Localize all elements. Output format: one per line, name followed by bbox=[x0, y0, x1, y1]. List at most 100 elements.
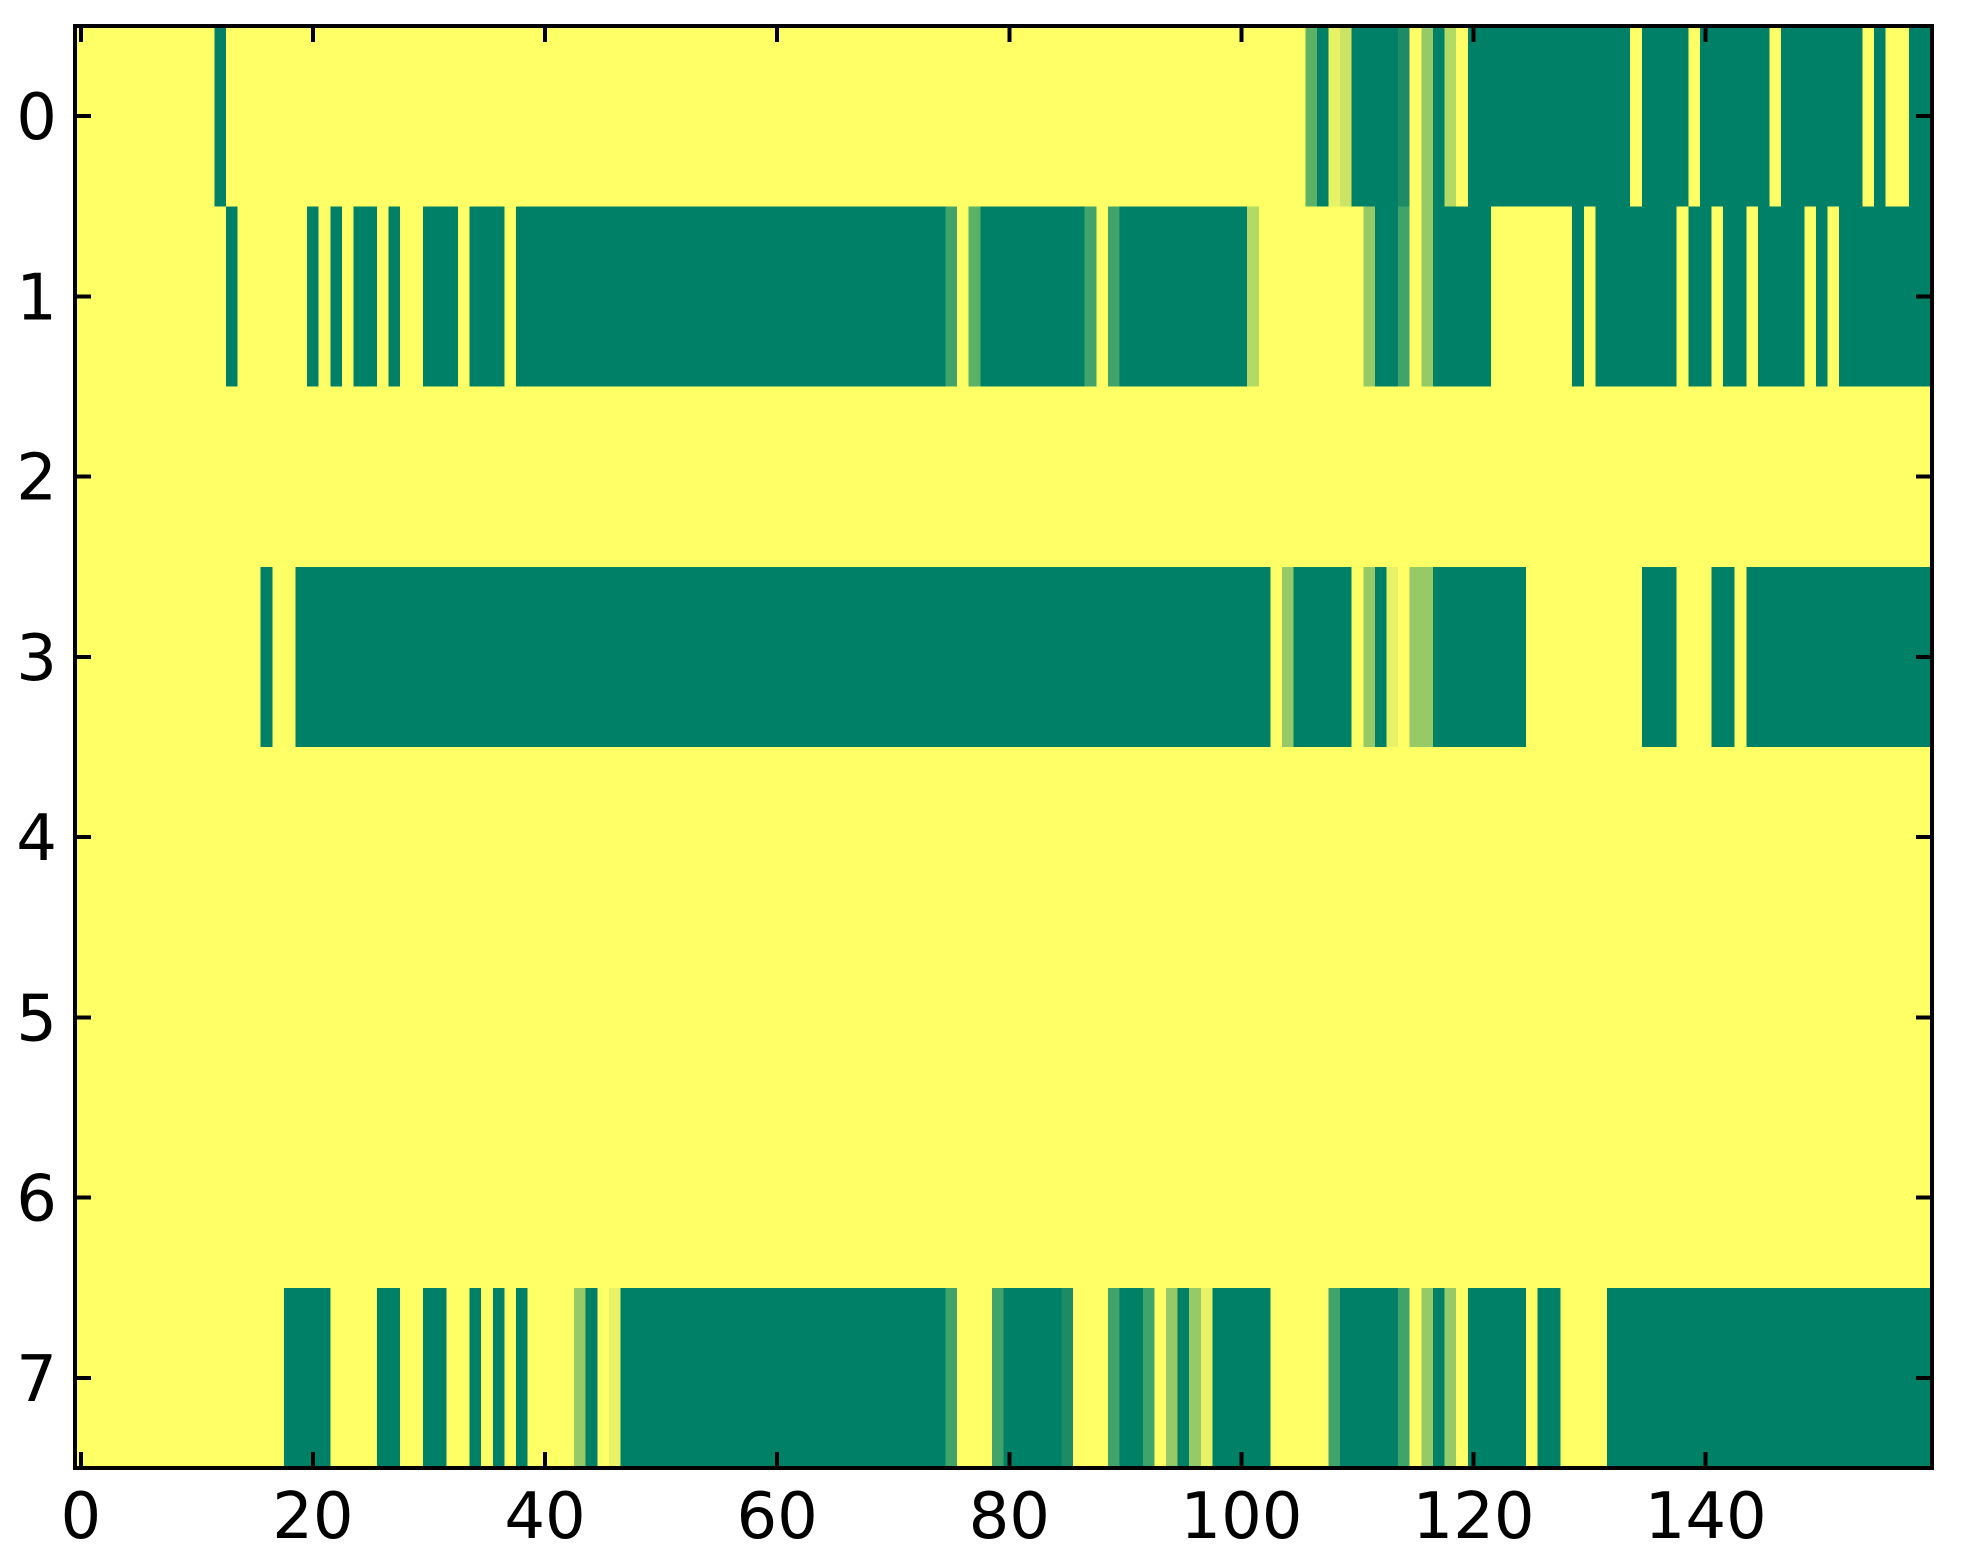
heatmap-run bbox=[620, 1287, 946, 1468]
heatmap-run bbox=[1177, 1287, 1190, 1468]
x-tick-label: 20 bbox=[272, 1480, 353, 1554]
heatmap-run bbox=[1386, 566, 1399, 747]
heatmap-run bbox=[1374, 206, 1399, 387]
heatmap-run bbox=[1432, 26, 1445, 207]
heatmap-run bbox=[307, 206, 319, 387]
heatmap-run bbox=[295, 566, 1271, 747]
heatmap-run bbox=[1409, 566, 1433, 747]
heatmap-run bbox=[1328, 1287, 1341, 1468]
heatmap-run bbox=[574, 1287, 586, 1468]
heatmap-run bbox=[968, 206, 981, 387]
heatmap-run bbox=[423, 206, 459, 387]
heatmap-run bbox=[1711, 566, 1735, 747]
heatmap-run bbox=[585, 1287, 598, 1468]
heatmap-run bbox=[1467, 1287, 1526, 1468]
heatmap-run bbox=[1723, 206, 1747, 387]
heatmap-run bbox=[1432, 206, 1491, 387]
heatmap-cells-layer bbox=[75, 26, 1932, 1468]
heatmap-run bbox=[1374, 566, 1387, 747]
axis-labels-layer: 0 20 40 60 80 100 120 140 0 1 2 3 4 5 6 7 bbox=[16, 81, 1766, 1554]
heatmap-run bbox=[1873, 26, 1886, 207]
heatmap-run bbox=[353, 206, 377, 387]
heatmap-run bbox=[1746, 566, 1932, 747]
heatmap-run bbox=[1293, 566, 1352, 747]
heatmap-run bbox=[330, 206, 342, 387]
heatmap-run bbox=[516, 1287, 528, 1468]
heatmap-run bbox=[1398, 26, 1410, 207]
heatmap-run bbox=[1537, 1287, 1561, 1468]
heatmap-run bbox=[1200, 1287, 1213, 1468]
heatmap-run bbox=[1084, 206, 1097, 387]
heatmap-run bbox=[1165, 1287, 1178, 1468]
y-tick-label: 1 bbox=[16, 261, 57, 335]
heatmap-run bbox=[1398, 1287, 1410, 1468]
x-tick-label: 100 bbox=[1180, 1480, 1302, 1554]
heatmap-run bbox=[1432, 1287, 1445, 1468]
heatmap-run bbox=[1316, 26, 1329, 207]
heatmap-run bbox=[1363, 206, 1375, 387]
heatmap-run bbox=[1572, 206, 1584, 387]
heatmap-run bbox=[1421, 1287, 1433, 1468]
heatmap-run bbox=[1432, 566, 1526, 747]
axis-spines-layer bbox=[73, 24, 1934, 1470]
heatmap-run bbox=[980, 206, 1085, 387]
y-tick-label: 7 bbox=[16, 1343, 57, 1417]
heatmap-run bbox=[283, 1287, 331, 1468]
heatmap-run bbox=[423, 1287, 447, 1468]
heatmap-run bbox=[1444, 1287, 1457, 1468]
y-tick-label: 3 bbox=[16, 622, 57, 696]
heatmap-run bbox=[469, 206, 505, 387]
heatmap-run bbox=[1641, 26, 1689, 207]
heatmap-run bbox=[260, 566, 273, 747]
heatmap-run bbox=[1757, 206, 1805, 387]
heatmap-run bbox=[991, 1287, 1004, 1468]
heatmap-run bbox=[1421, 26, 1433, 207]
y-tick-label: 6 bbox=[16, 1163, 57, 1237]
heatmap-run bbox=[492, 1287, 505, 1468]
heatmap-run bbox=[1247, 206, 1259, 387]
heatmap-run bbox=[945, 1287, 958, 1468]
heatmap-run bbox=[1189, 1287, 1201, 1468]
heatmap-run bbox=[1351, 26, 1399, 207]
heatmap-run bbox=[1699, 26, 1770, 207]
heatmap-run bbox=[1003, 1287, 1062, 1468]
heatmap-run bbox=[1688, 206, 1712, 387]
heatmap-run bbox=[1305, 26, 1317, 207]
y-tick-label: 2 bbox=[16, 442, 57, 516]
heatmap-run bbox=[388, 206, 400, 387]
heatmap-run bbox=[1142, 1287, 1155, 1468]
y-tick-label: 5 bbox=[16, 982, 57, 1056]
heatmap-run bbox=[214, 26, 226, 207]
heatmap-run bbox=[1595, 206, 1677, 387]
y-tick-label: 4 bbox=[16, 802, 57, 876]
x-tick-label: 40 bbox=[504, 1480, 585, 1554]
heatmap-run bbox=[1107, 206, 1120, 387]
x-tick-label: 140 bbox=[1645, 1480, 1767, 1554]
heatmap-run bbox=[1282, 566, 1294, 747]
heatmap-run bbox=[1212, 1287, 1271, 1468]
heatmap-run bbox=[1607, 1287, 1932, 1468]
heatmap-run bbox=[1444, 26, 1457, 207]
heatmap-run bbox=[1328, 26, 1341, 207]
heatmap-run bbox=[1781, 26, 1863, 207]
heatmap-run bbox=[1119, 1287, 1143, 1468]
x-tick-label: 0 bbox=[60, 1480, 101, 1554]
heatmap-run bbox=[945, 206, 958, 387]
axis-ticks-layer bbox=[75, 26, 1932, 1468]
x-tick-label: 80 bbox=[969, 1480, 1050, 1554]
heatmap-run bbox=[225, 206, 238, 387]
x-tick-label: 120 bbox=[1412, 1480, 1534, 1554]
x-tick-label: 60 bbox=[736, 1480, 817, 1554]
heatmap-run bbox=[1119, 206, 1248, 387]
heatmap-run bbox=[1398, 206, 1410, 387]
heatmap-run bbox=[1340, 1287, 1399, 1468]
heatmap-run bbox=[1467, 26, 1631, 207]
y-tick-label: 0 bbox=[16, 81, 57, 155]
heatmap-run bbox=[608, 1287, 621, 1468]
heatmap-run bbox=[1815, 206, 1828, 387]
heatmap-run bbox=[1340, 26, 1352, 207]
heatmap-run bbox=[1641, 566, 1677, 747]
heatmap-run bbox=[1061, 1287, 1074, 1468]
